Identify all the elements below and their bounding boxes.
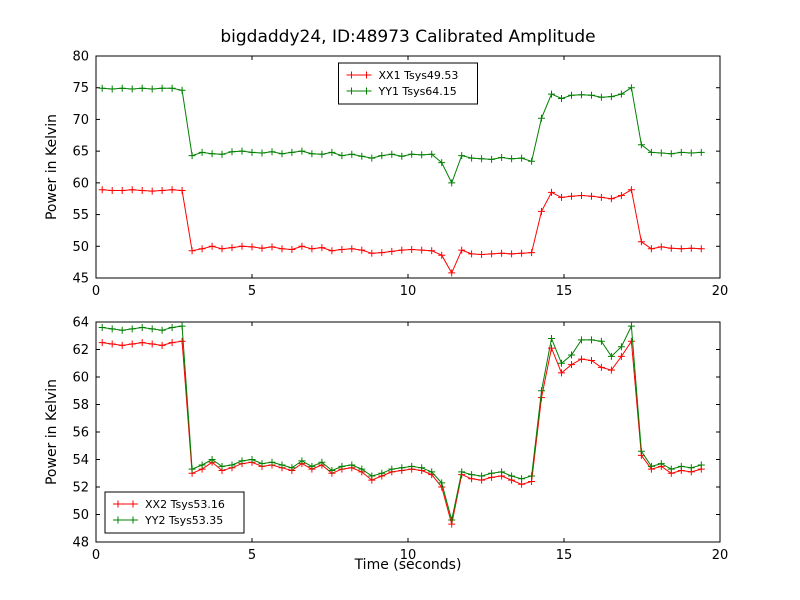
svg-text:65: 65 xyxy=(72,145,89,160)
svg-text:5: 5 xyxy=(248,548,256,563)
svg-text:48: 48 xyxy=(72,536,89,551)
svg-text:56: 56 xyxy=(72,426,89,441)
figure-title: bigdaddy24, ID:48973 Calibrated Amplitud… xyxy=(220,27,596,47)
svg-text:50: 50 xyxy=(72,508,89,523)
svg-text:0: 0 xyxy=(92,284,100,299)
svg-text:58: 58 xyxy=(72,398,89,413)
top-plot-ylabel: Power in Kelvin xyxy=(44,113,60,221)
svg-text:10: 10 xyxy=(400,284,417,299)
svg-text:60: 60 xyxy=(72,176,89,191)
bottom-plot-ylabel: Power in Kelvin xyxy=(44,378,60,486)
svg-text:YY2 Tsys53.35: YY2 Tsys53.35 xyxy=(144,514,223,527)
svg-text:20: 20 xyxy=(712,548,729,563)
svg-text:YY1 Tsys64.15: YY1 Tsys64.15 xyxy=(378,85,457,98)
svg-text:52: 52 xyxy=(72,481,89,496)
svg-text:45: 45 xyxy=(72,272,89,287)
svg-text:70: 70 xyxy=(72,113,89,128)
svg-text:55: 55 xyxy=(72,208,89,223)
svg-text:20: 20 xyxy=(712,284,729,299)
svg-text:15: 15 xyxy=(556,284,573,299)
svg-text:54: 54 xyxy=(72,453,89,468)
svg-text:XX2 Tsys53.16: XX2 Tsys53.16 xyxy=(145,498,225,511)
svg-text:50: 50 xyxy=(72,240,89,255)
svg-text:XX1 Tsys49.53: XX1 Tsys49.53 xyxy=(379,69,459,82)
svg-text:64: 64 xyxy=(72,316,89,331)
svg-text:75: 75 xyxy=(72,81,89,96)
svg-text:0: 0 xyxy=(92,548,100,563)
bottom-plot-xlabel: Time (seconds) xyxy=(354,557,462,573)
svg-text:15: 15 xyxy=(556,548,573,563)
svg-text:10: 10 xyxy=(400,548,417,563)
svg-text:60: 60 xyxy=(72,371,89,386)
svg-text:5: 5 xyxy=(248,284,256,299)
svg-text:62: 62 xyxy=(72,343,89,358)
svg-text:80: 80 xyxy=(72,50,89,65)
